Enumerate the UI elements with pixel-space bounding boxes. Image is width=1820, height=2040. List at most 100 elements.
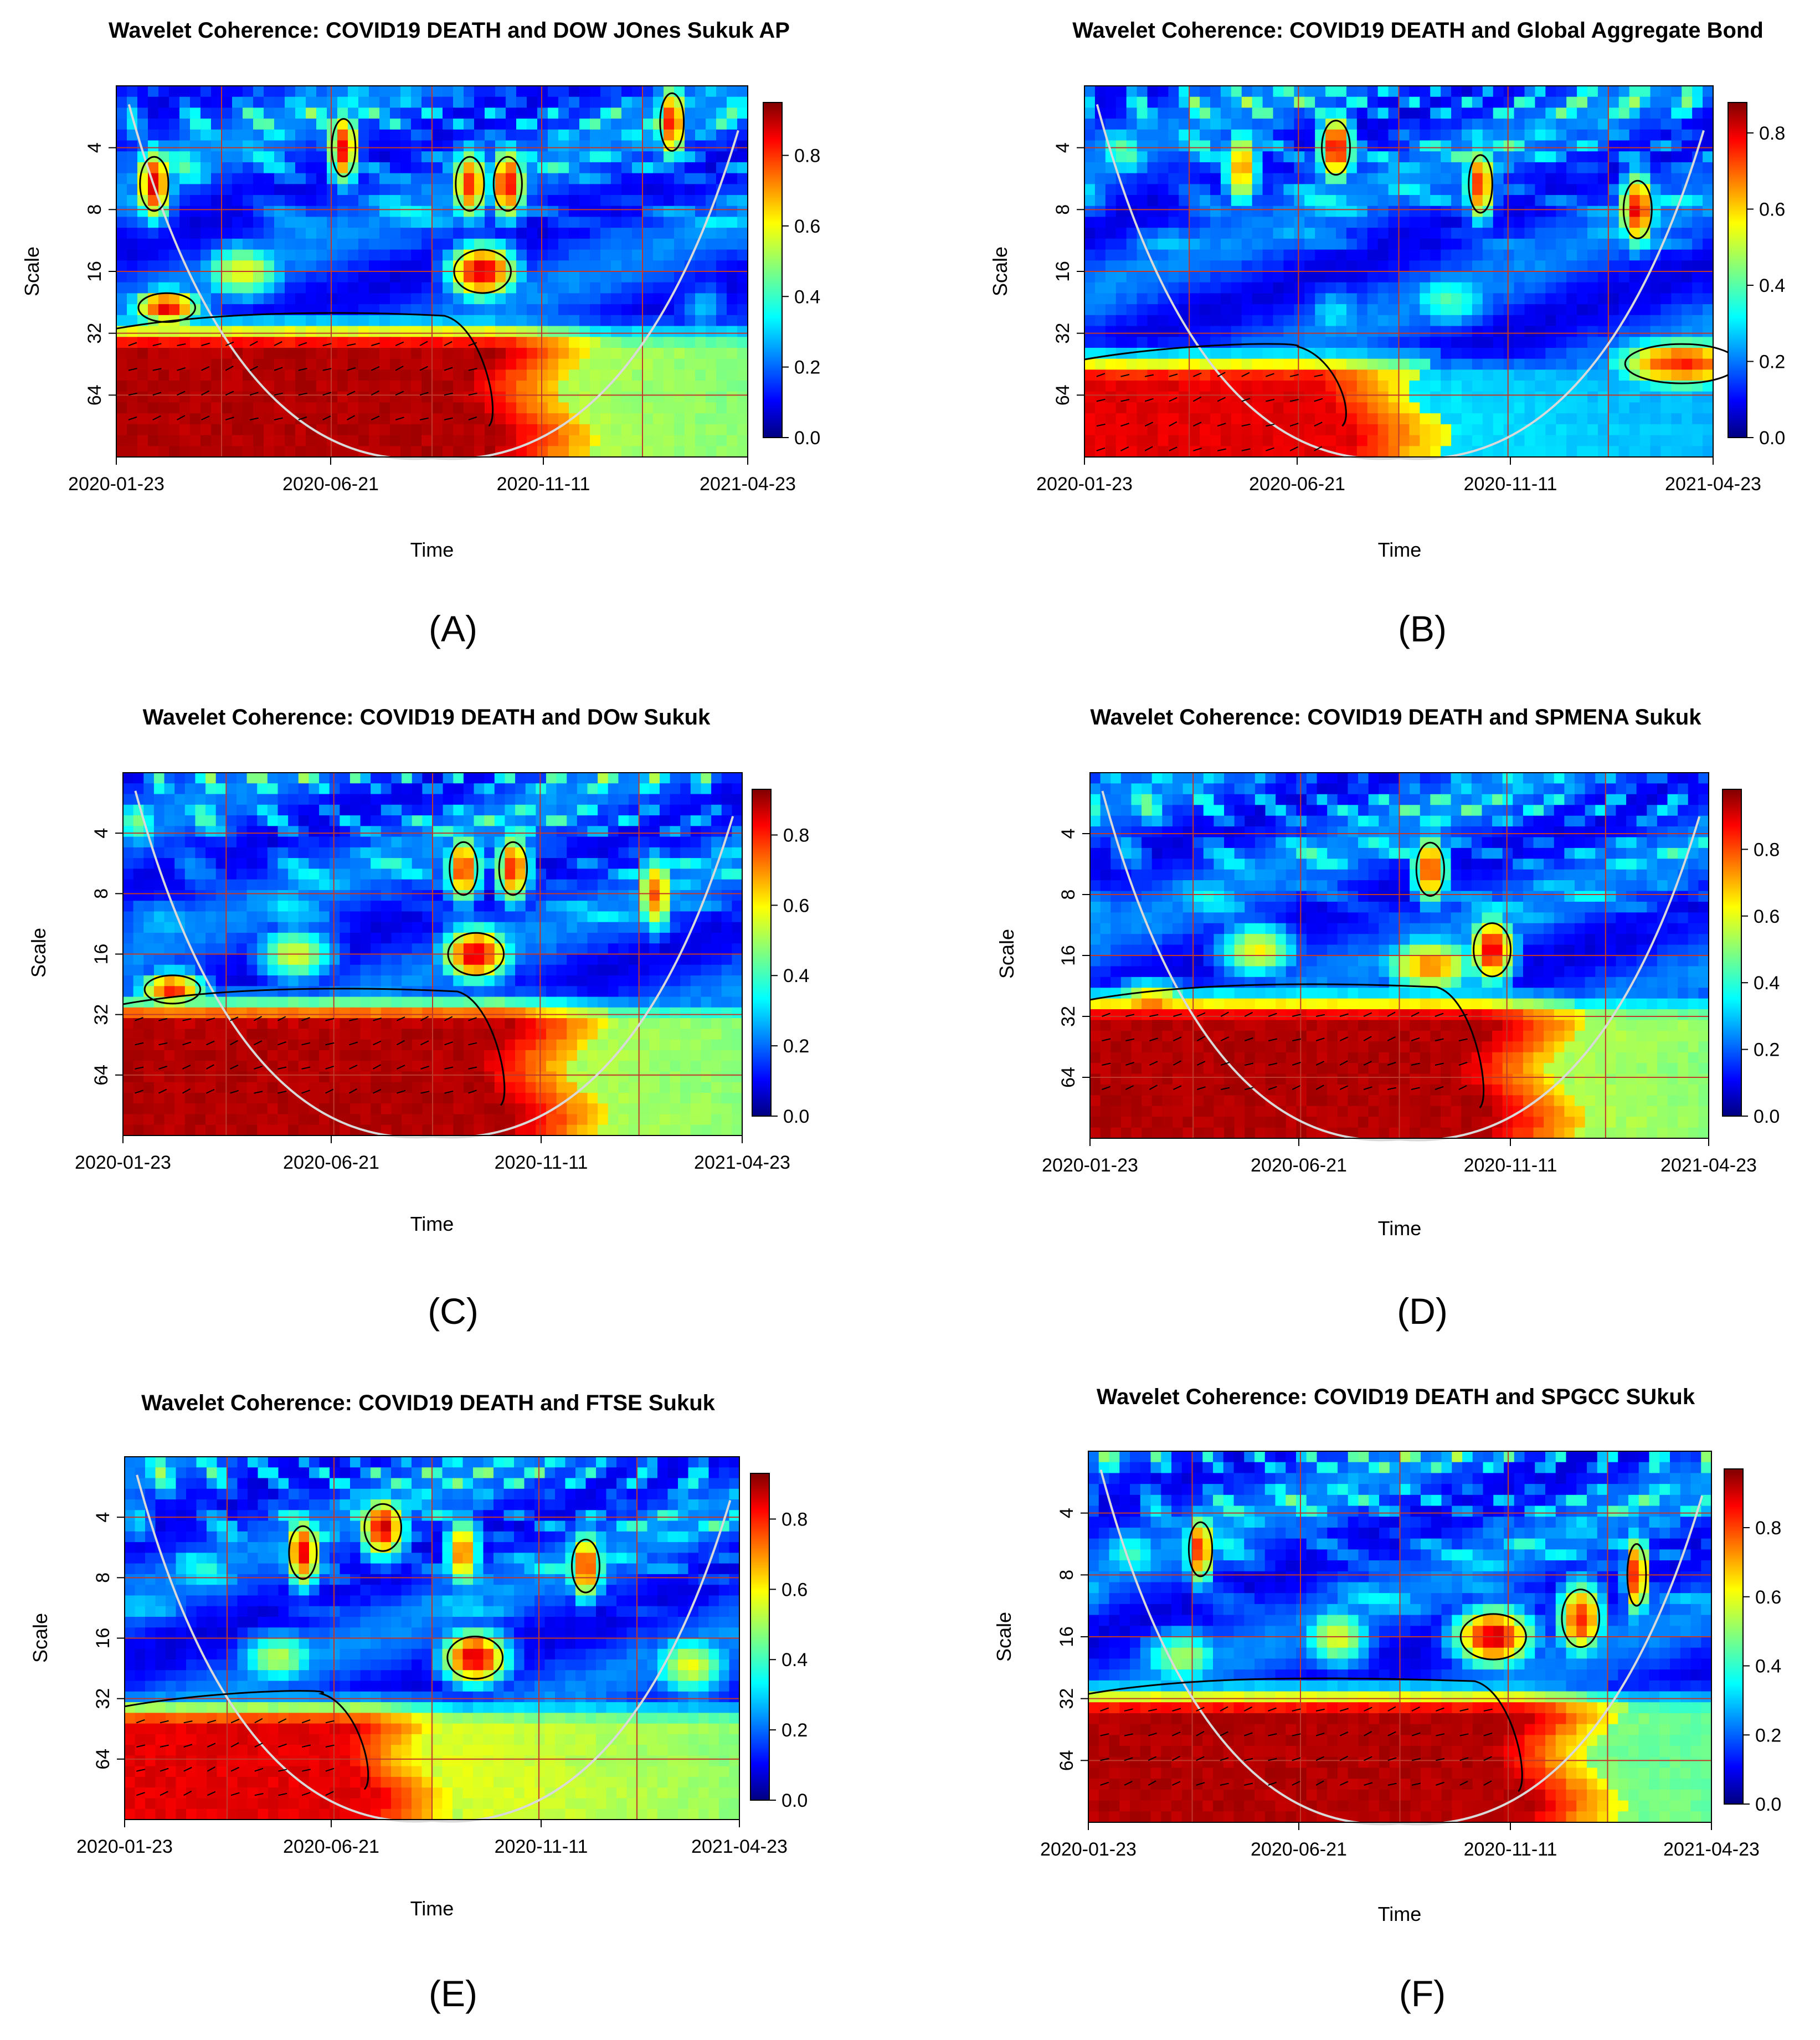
heatmap-cell	[360, 815, 371, 827]
heatmap-cell	[1441, 107, 1452, 119]
heatmap-cell	[600, 347, 611, 359]
heatmap-cell	[232, 119, 243, 130]
heatmap-cell	[629, 783, 640, 795]
heatmap-cell	[1577, 107, 1588, 119]
heatmap-cell	[348, 369, 359, 381]
heatmap-cell	[1179, 282, 1190, 294]
heatmap-cell	[1566, 326, 1577, 338]
heatmap-cell	[506, 282, 517, 294]
heatmap-cell	[1315, 184, 1326, 196]
heatmap-cell	[1158, 391, 1169, 403]
heatmap-cell	[288, 794, 299, 805]
heatmap-cell	[421, 86, 433, 97]
heatmap-cell	[1577, 238, 1588, 250]
heatmap-cell	[1094, 86, 1106, 97]
heatmap-cell	[148, 249, 159, 261]
heatmap-cell	[474, 249, 485, 261]
heatmap-cell	[670, 804, 681, 816]
heatmap-cell	[443, 271, 454, 283]
heatmap-cell	[1703, 402, 1714, 414]
heatmap-cell	[1126, 86, 1138, 97]
heatmap-cell	[295, 162, 306, 174]
heatmap-cell	[464, 424, 475, 436]
heatmap-cell	[316, 271, 327, 283]
heatmap-cell	[1650, 424, 1662, 436]
heatmap-cell	[411, 271, 422, 283]
heatmap-cell	[1200, 205, 1211, 218]
heatmap-cell	[1367, 337, 1379, 348]
heatmap-cell	[569, 217, 580, 228]
heatmap-cell	[464, 228, 475, 239]
heatmap-cell	[327, 358, 338, 371]
heatmap-cell	[495, 96, 506, 109]
heatmap-cell	[546, 773, 557, 784]
heatmap-cell	[527, 347, 538, 359]
heatmap-cell	[1084, 205, 1096, 218]
heatmap-cell	[495, 369, 506, 381]
heatmap-cell	[1482, 151, 1494, 163]
heatmap-cell	[421, 337, 433, 348]
heatmap-cell	[618, 836, 629, 848]
heatmap-cell	[1241, 413, 1253, 425]
heatmap-cell	[1377, 293, 1389, 305]
panel-label: (A)	[429, 608, 477, 649]
heatmap-cell	[1503, 238, 1515, 250]
heatmap-cell	[1514, 293, 1525, 305]
heatmap-cell	[1441, 249, 1452, 261]
heatmap-cell	[1608, 413, 1620, 425]
heatmap-cell	[505, 858, 516, 870]
heatmap-cell	[690, 815, 702, 827]
heatmap-cell	[495, 228, 506, 239]
heatmap-cell	[590, 184, 601, 196]
heatmap-cell	[1241, 107, 1253, 119]
heatmap-cell	[579, 424, 590, 436]
heatmap-cell	[215, 858, 227, 870]
heatmap-cell	[1597, 381, 1609, 392]
heatmap-cell	[485, 228, 496, 239]
heatmap-cell	[412, 858, 423, 870]
heatmap-cell	[1420, 217, 1431, 228]
heatmap-cell	[1420, 413, 1431, 425]
heatmap-cell	[433, 773, 444, 784]
heatmap-cell	[348, 413, 359, 425]
heatmap-cell	[506, 413, 517, 425]
heatmap-cell	[611, 162, 622, 174]
heatmap-cell	[337, 96, 348, 109]
heatmap-cell	[558, 205, 569, 218]
heatmap-cell	[670, 826, 681, 837]
heatmap-cell	[1597, 435, 1609, 447]
heatmap-cell	[306, 369, 317, 381]
heatmap-cell	[329, 890, 341, 901]
heatmap-cell	[548, 446, 559, 458]
heatmap-cell	[695, 96, 706, 109]
heatmap-cell	[1084, 195, 1096, 207]
heatmap-cell	[1399, 369, 1410, 381]
heatmap-cell	[348, 195, 359, 207]
x-axis: 2020-01-23 2020-06-21 2020-11-11 2021-04-23	[1036, 457, 1761, 495]
heatmap-cell	[1409, 260, 1421, 272]
heatmap-cell	[1168, 424, 1180, 436]
heatmap-cell	[670, 783, 681, 795]
heatmap-cell	[190, 151, 201, 163]
heatmap-cell	[621, 413, 633, 425]
heatmap-cell	[433, 794, 444, 805]
heatmap-cell	[1315, 96, 1326, 109]
heatmap-cell	[1294, 151, 1305, 163]
heatmap-cell	[169, 293, 180, 305]
heatmap-cell	[611, 217, 622, 228]
heatmap-cell	[205, 773, 217, 784]
heatmap-cell	[1168, 140, 1180, 152]
heatmap-cell	[590, 369, 601, 381]
heatmap-cell	[1420, 381, 1431, 392]
heatmap-cell	[1336, 238, 1347, 250]
heatmap-cell	[527, 228, 538, 239]
heatmap-cell	[1472, 119, 1483, 130]
heatmap-cell	[1472, 347, 1483, 359]
heatmap-cell	[267, 804, 279, 816]
heatmap-cell	[1241, 205, 1253, 218]
heatmap-cell	[316, 326, 327, 338]
heatmap-cell	[1587, 413, 1598, 425]
heatmap-cell	[337, 293, 348, 305]
heatmap-cell	[495, 293, 506, 305]
heatmap-cell	[558, 96, 569, 109]
